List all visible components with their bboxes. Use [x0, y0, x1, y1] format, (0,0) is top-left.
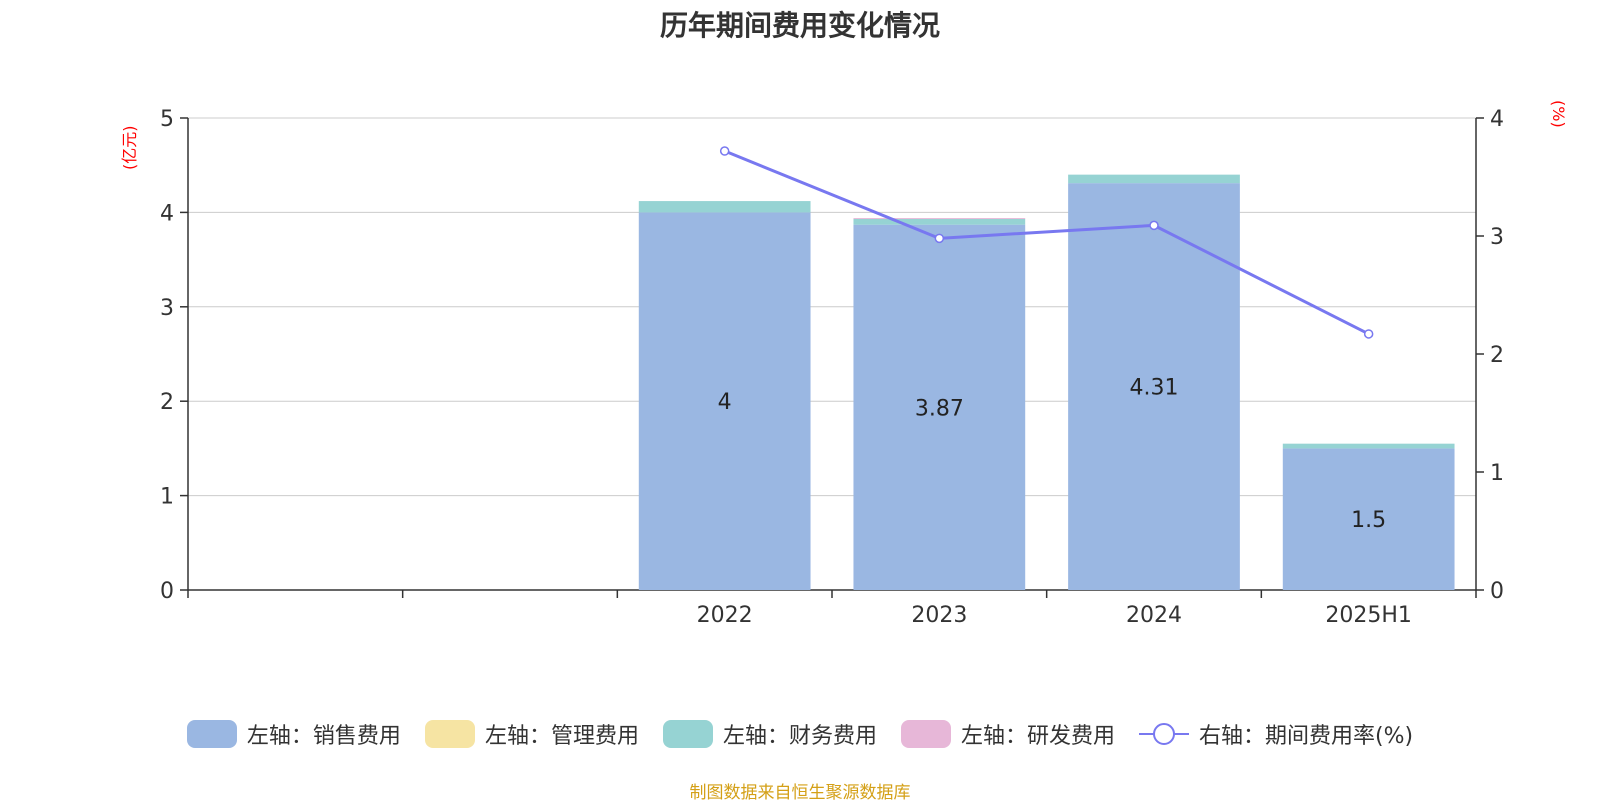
legend-swatch [424, 720, 475, 748]
bar-segment [638, 201, 811, 213]
right-axis-tick-label: 2 [1490, 343, 1504, 368]
bar-data-label: 4 [718, 390, 732, 415]
legend-label: 右轴：期间费用率(%) [1198, 724, 1414, 749]
x-axis-tick-label: 2024 [1126, 603, 1182, 628]
chart-area: 0 1 2 3 4 5 0 1 2 3 4 2022 2023 2024 2025H1 4 3.87 4.31 1.… [160, 107, 1504, 628]
bar-data-label: 4.31 [1130, 376, 1179, 401]
bar-segment [853, 218, 1026, 220]
right-axis-tick-label: 0 [1490, 579, 1504, 604]
left-axis-tick-label: 1 [160, 485, 174, 510]
bar-segment [1282, 443, 1455, 449]
legend-item[interactable]: 左轴：财务费用 [662, 718, 877, 750]
x-axis-tick-label: 2023 [911, 603, 967, 628]
legend-item[interactable]: 左轴：研发费用 [900, 718, 1115, 750]
bar-segment [853, 224, 1026, 590]
rate-line-point [1363, 329, 1374, 339]
legend-item[interactable]: 左轴：销售费用 [186, 718, 401, 750]
rate-line [724, 149, 1370, 336]
bar-segment [1068, 183, 1240, 591]
left-axis-tick-label: 3 [160, 296, 174, 321]
x-axis-tick-label: 2025H1 [1325, 603, 1412, 628]
legend-label: 左轴：管理费用 [484, 724, 639, 749]
legend-label: 左轴：财务费用 [722, 724, 877, 749]
bar-data-label: 3.87 [915, 396, 964, 421]
bar-segment [638, 212, 811, 590]
rate-line-point [719, 146, 730, 156]
legend-item[interactable]: 左轴：管理费用 [424, 718, 639, 750]
left-axis-tick-label: 2 [160, 390, 174, 415]
left-axis-tick-label: 5 [160, 107, 174, 132]
bar-data-label: 1.5 [1351, 508, 1386, 533]
right-axis-tick-label: 4 [1490, 107, 1504, 132]
bar-segment [853, 219, 1026, 225]
bar-segment [1282, 448, 1455, 590]
legend-line-swatch [1138, 720, 1189, 748]
rate-line-point [1149, 220, 1159, 231]
legend-swatch [662, 720, 713, 748]
legend-swatch [900, 720, 951, 748]
chart-legend: 左轴：销售费用 左轴：管理费用 左轴：财务费用 左轴：研发费用 右轴：期间费用率(%) [0, 718, 1600, 750]
right-axis-tick-label: 1 [1490, 461, 1504, 486]
legend-swatch [186, 720, 237, 748]
chart-title: 历年期间费用变化情况 [659, 9, 940, 42]
left-axis-tick-label: 4 [160, 201, 174, 226]
rate-line-point [934, 233, 945, 244]
legend-item[interactable]: 右轴：期间费用率(%) [1138, 718, 1414, 750]
x-axis-tick-label: 2022 [697, 603, 753, 628]
legend-label: 左轴：研发费用 [960, 724, 1115, 749]
right-axis-tick-label: 3 [1490, 225, 1504, 250]
bar-segment [1068, 174, 1240, 184]
legend-label: 左轴：销售费用 [246, 724, 401, 749]
left-axis-tick-label: 0 [160, 579, 174, 604]
data-source-note: 制图数据来自恒生聚源数据库 [689, 783, 911, 803]
